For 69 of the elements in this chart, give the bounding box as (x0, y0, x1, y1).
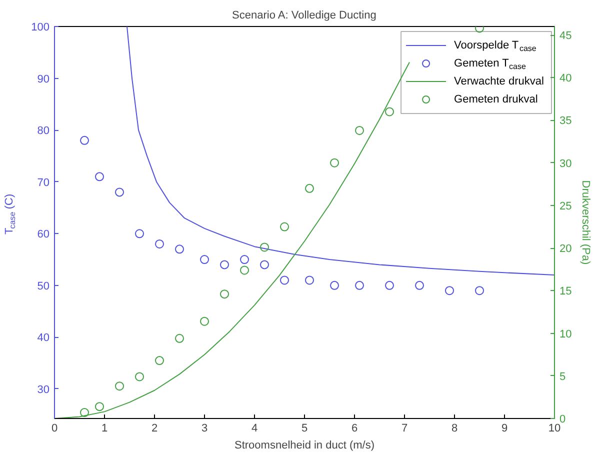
point (330, 158, 339, 168)
point (305, 276, 314, 285)
point (260, 242, 269, 252)
point (80, 136, 89, 145)
point (415, 280, 424, 290)
point (175, 244, 184, 254)
y2-tick-label: 35 (560, 115, 572, 128)
y-tick-label: 30 (37, 384, 50, 396)
point (385, 280, 394, 290)
point (280, 276, 289, 285)
y-tick-label: 50 (37, 280, 50, 292)
y2-axis-title: Drukverschil (Pa) (580, 180, 592, 265)
y2-tick-label: 0 (560, 414, 566, 426)
x-tick-label: 9 (501, 422, 508, 434)
point (330, 280, 339, 290)
point (200, 255, 209, 264)
x-tick-label: 10 (548, 422, 561, 434)
legend-label: Gemeten drukval (454, 94, 538, 106)
point (385, 107, 394, 116)
y2-tick-label: 25 (560, 200, 572, 212)
point (200, 316, 209, 326)
point (260, 260, 269, 270)
y2-tick-label: 20 (560, 243, 572, 256)
point (95, 172, 104, 182)
y-tick-label: 40 (37, 332, 50, 344)
x-tick-label: 8 (451, 422, 458, 434)
y-tick-label: 90 (37, 73, 50, 86)
point (220, 260, 229, 270)
point (240, 266, 249, 275)
x-tick-label: 6 (351, 422, 358, 434)
point (220, 290, 229, 299)
point (135, 229, 144, 238)
y-tick-label: 80 (37, 125, 50, 138)
point (445, 286, 454, 296)
point (475, 286, 484, 296)
y2-tick-label: 45 (560, 30, 572, 42)
point (355, 126, 364, 135)
x-tick-label: 0 (51, 422, 58, 434)
point (355, 280, 364, 290)
x-axis-title: Stroomsnelheid in duct (m/s) (234, 440, 374, 452)
y2-tick-label: 15 (560, 286, 572, 298)
y2-tick-label: 10 (560, 328, 572, 340)
point (80, 408, 89, 418)
y-tick-label: 60 (37, 228, 50, 241)
point (155, 240, 164, 248)
x-tick-label: 1 (101, 422, 108, 434)
chart-title: Scenario A: Volledige Ducting (232, 10, 376, 22)
point (280, 222, 289, 232)
point (135, 372, 144, 382)
point (95, 402, 104, 412)
point (175, 334, 184, 343)
x-tick-label: 7 (401, 422, 408, 434)
point (115, 382, 124, 391)
y-tick-label: 70 (37, 176, 50, 189)
point (155, 356, 164, 366)
y2-tick-label: 30 (560, 158, 572, 170)
y2-tick-label: 5 (560, 370, 566, 383)
point (240, 255, 249, 264)
x-tick-label: 2 (151, 422, 158, 434)
x-tick-label: 4 (251, 422, 258, 434)
x-tick-label: 3 (201, 422, 208, 434)
y-tick-label: 100 (31, 22, 50, 34)
y-axis-title: Tcase (C) (4, 194, 17, 234)
line-series (126, 26, 554, 276)
x-tick-label: 5 (301, 422, 308, 434)
legend-label: Verwachte drukval (454, 76, 544, 88)
point (305, 184, 314, 193)
point (115, 188, 124, 197)
y2-tick-label: 40 (560, 72, 572, 85)
